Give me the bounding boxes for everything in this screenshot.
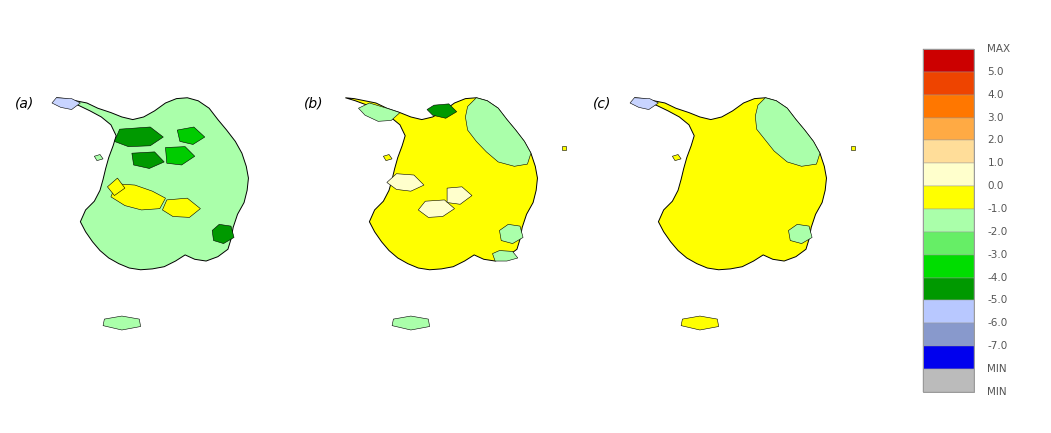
Polygon shape [630, 98, 658, 110]
Polygon shape [681, 316, 719, 330]
Polygon shape [57, 98, 248, 270]
Bar [923, 323, 973, 346]
Text: -4.0: -4.0 [988, 272, 1008, 283]
Polygon shape [673, 155, 681, 161]
Polygon shape [107, 178, 125, 196]
Polygon shape [131, 152, 164, 168]
Polygon shape [51, 98, 80, 110]
Bar [923, 49, 973, 392]
Bar [923, 186, 973, 209]
Text: -6.0: -6.0 [988, 318, 1008, 328]
Bar [923, 117, 973, 140]
Text: -2.0: -2.0 [988, 227, 1008, 237]
Text: 4.0: 4.0 [988, 90, 1004, 100]
Polygon shape [635, 98, 826, 270]
Polygon shape [178, 127, 205, 145]
Polygon shape [384, 155, 392, 161]
Polygon shape [756, 98, 820, 166]
Polygon shape [103, 316, 141, 330]
Text: (a): (a) [15, 97, 34, 110]
Polygon shape [346, 98, 537, 270]
Bar [923, 140, 973, 163]
Bar [923, 301, 973, 323]
Polygon shape [95, 155, 103, 161]
Polygon shape [466, 98, 531, 166]
Polygon shape [115, 127, 163, 147]
Polygon shape [392, 316, 430, 330]
Polygon shape [493, 251, 518, 261]
Text: 1.0: 1.0 [988, 158, 1004, 168]
Text: (c): (c) [593, 97, 612, 110]
Text: 3.0: 3.0 [988, 113, 1004, 123]
Text: 0.0: 0.0 [988, 181, 1004, 191]
Text: -5.0: -5.0 [988, 295, 1008, 305]
Bar [923, 95, 973, 117]
Bar [923, 278, 973, 301]
Text: -1.0: -1.0 [988, 204, 1008, 214]
Bar [923, 255, 973, 278]
Polygon shape [418, 200, 454, 217]
Text: 5.0: 5.0 [988, 67, 1004, 77]
Text: 2.0: 2.0 [988, 136, 1004, 145]
Text: MAX: MAX [988, 44, 1011, 54]
Text: (b): (b) [304, 97, 324, 110]
Polygon shape [387, 174, 424, 191]
Text: -7.0: -7.0 [988, 341, 1008, 351]
Bar [923, 163, 973, 186]
Polygon shape [111, 184, 165, 210]
Bar [923, 232, 973, 255]
Bar [923, 346, 973, 369]
Bar [923, 49, 973, 72]
Polygon shape [358, 103, 400, 121]
Polygon shape [788, 224, 812, 244]
Bar [923, 72, 973, 95]
Polygon shape [427, 104, 457, 118]
Polygon shape [163, 198, 201, 217]
Text: MIN: MIN [988, 387, 1007, 397]
Bar [923, 369, 973, 392]
Bar [923, 209, 973, 232]
Polygon shape [447, 187, 472, 204]
Polygon shape [499, 224, 523, 244]
Text: -3.0: -3.0 [988, 250, 1008, 260]
Polygon shape [165, 147, 194, 165]
Polygon shape [212, 224, 234, 244]
Text: MIN: MIN [988, 364, 1007, 374]
